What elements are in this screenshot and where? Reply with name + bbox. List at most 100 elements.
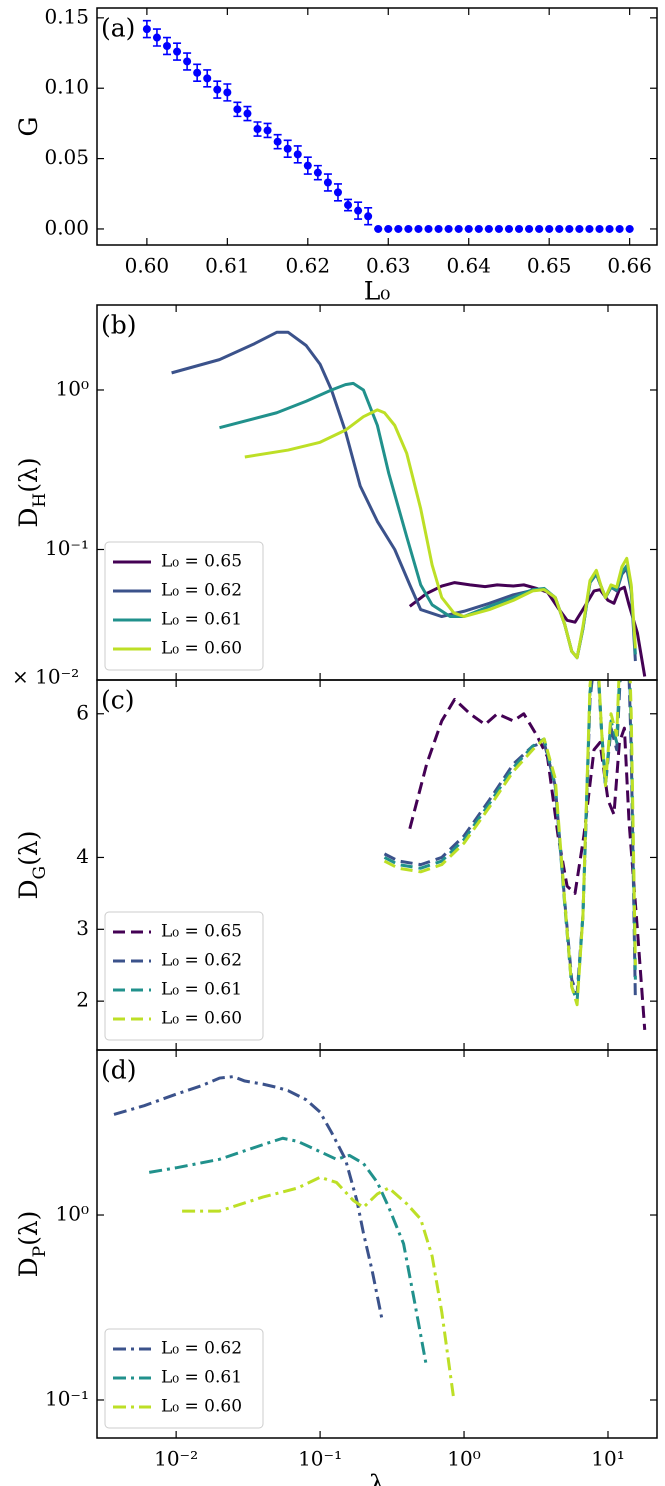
x-tick-label: 0.65 [527, 254, 572, 278]
legend-box [104, 1328, 264, 1429]
data-point [484, 224, 493, 233]
y-tick-label: 2 [76, 988, 89, 1012]
y-tick-label: 3 [76, 916, 89, 940]
x-tick-label: 10⁻¹ [298, 1447, 342, 1471]
legend-label: L₀ = 0.65 [161, 922, 242, 942]
data-point [464, 224, 473, 233]
plot-area [171, 330, 647, 677]
y-axis-label-part: G [14, 117, 43, 137]
series-line [113, 1075, 384, 1321]
data-point [163, 41, 171, 50]
y-axis-label-part: (λ) [14, 457, 43, 492]
x-tick-label: 0.61 [205, 254, 250, 278]
data-point [223, 88, 232, 97]
legend-box [104, 911, 264, 1041]
y-axis-label-part: H [30, 493, 50, 508]
data-point [565, 224, 574, 233]
data-point [444, 224, 453, 233]
data-point [474, 224, 483, 233]
data-point [504, 224, 513, 233]
data-point [625, 224, 634, 233]
data-point [525, 224, 534, 233]
y-axis-label-part: (λ) [14, 831, 43, 866]
x-tick-label: 10⁻² [154, 1447, 198, 1471]
data-point [344, 201, 353, 210]
x-axis-label: λ [369, 1470, 385, 1486]
y-axis-label: DH(λ) [14, 457, 50, 527]
y-tick-label: 4 [76, 844, 89, 868]
data-point [293, 150, 302, 159]
data-point [333, 188, 342, 197]
series-line [148, 1136, 429, 1368]
data-point [253, 125, 262, 134]
data-point [354, 206, 363, 215]
plot-area [142, 19, 634, 233]
data-point [313, 168, 322, 177]
data-point [585, 224, 594, 233]
y-axis-label-part: P [30, 1246, 50, 1257]
data-point [303, 161, 312, 170]
legend-box [104, 541, 264, 671]
data-point [454, 224, 463, 233]
data-point [404, 224, 413, 233]
y-tick-label: 0.15 [44, 4, 89, 28]
legend-label: L₀ = 0.60 [161, 1397, 242, 1417]
series-line [383, 680, 637, 1007]
series-line [408, 581, 647, 677]
legend-label: L₀ = 0.62 [161, 951, 242, 971]
legend-label: L₀ = 0.60 [161, 639, 242, 659]
panel-label: (a) [101, 14, 135, 43]
data-point [243, 109, 252, 118]
series-line [383, 680, 637, 1003]
y-axis-label-part: G [30, 866, 50, 880]
y-tick-label: 10⁻¹ [45, 1386, 89, 1410]
y-axis-label: DG(λ) [14, 831, 50, 900]
data-point [605, 224, 614, 233]
data-point [173, 47, 182, 56]
legend-label: L₀ = 0.62 [161, 1339, 242, 1359]
data-point [595, 224, 604, 233]
data-point [152, 33, 161, 42]
data-point [424, 224, 433, 233]
data-point [374, 224, 383, 233]
y-axis-label-part: D [14, 1257, 43, 1277]
data-point [434, 224, 443, 233]
y-tick-label: 0.10 [44, 75, 89, 99]
legend-label: L₀ = 0.61 [161, 610, 242, 630]
x-tick-label: 0.60 [125, 254, 170, 278]
legend-label: L₀ = 0.61 [161, 1368, 242, 1388]
data-point [364, 212, 373, 221]
x-tick-label: 0.64 [446, 254, 491, 278]
plot-area [383, 680, 647, 1030]
offset-label: × 10⁻² [12, 665, 79, 689]
y-axis-label-part: D [14, 879, 43, 899]
x-tick-label: 0.62 [286, 254, 331, 278]
legend-label: L₀ = 0.60 [161, 1009, 242, 1029]
panel-label: (d) [101, 1056, 137, 1085]
y-axis-label-part: D [14, 508, 43, 528]
data-point [183, 57, 192, 66]
data-point [394, 224, 403, 233]
legend-label: L₀ = 0.61 [161, 980, 242, 1000]
data-point [193, 68, 202, 77]
data-point [233, 105, 242, 114]
y-tick-label: 6 [76, 700, 89, 724]
x-tick-label: 10⁰ [447, 1447, 480, 1471]
series-line [219, 381, 637, 660]
y-tick-label: 0.05 [44, 145, 89, 169]
data-point [575, 224, 584, 233]
series-line [383, 680, 637, 1002]
data-point [142, 25, 151, 34]
data-point [494, 224, 503, 233]
y-tick-label: 0.00 [44, 215, 89, 239]
data-point [535, 224, 544, 233]
y-axis-label: G [14, 117, 43, 137]
data-point [283, 144, 292, 153]
y-tick-label: 10⁰ [56, 376, 89, 400]
data-point [555, 224, 564, 233]
data-point [515, 224, 524, 233]
data-point [213, 85, 222, 94]
y-tick-label: 10⁰ [56, 1202, 89, 1226]
axes-frame [96, 1049, 658, 1439]
data-point [545, 224, 554, 233]
